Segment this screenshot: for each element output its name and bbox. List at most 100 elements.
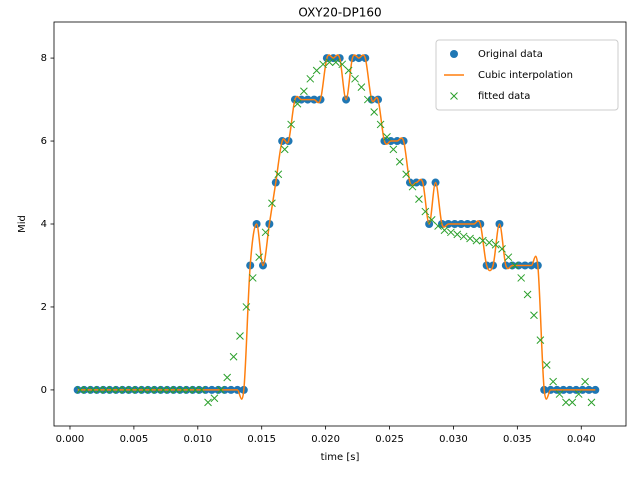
fitted-point — [491, 240, 500, 249]
y-tick-label: 2 — [41, 302, 47, 313]
fitted-point — [248, 274, 257, 282]
fitted-point — [114, 386, 123, 394]
legend-label: Cubic interpolation — [478, 70, 573, 81]
fitted-point — [216, 386, 225, 394]
y-tick-label: 8 — [41, 53, 47, 64]
fitted-point — [242, 303, 251, 311]
fitted-point — [121, 386, 129, 394]
fitted-point — [389, 145, 398, 154]
fitted-point — [280, 145, 289, 154]
fitted-point — [293, 99, 302, 108]
fitted-point — [178, 386, 187, 394]
fitted-point — [338, 60, 347, 69]
legend-marker — [450, 92, 458, 100]
x-tick-label: 0.030 — [439, 434, 468, 445]
fitted-point — [504, 253, 513, 262]
fitted-point — [427, 215, 436, 224]
fitted-point — [165, 386, 174, 394]
fitted-point — [453, 230, 462, 239]
fitted-point — [76, 386, 85, 394]
legend-box — [435, 39, 619, 111]
y-tick-label: 4 — [41, 219, 47, 230]
fitted-point — [255, 253, 264, 262]
fitted-point — [223, 373, 232, 382]
fitted-point — [536, 336, 545, 344]
x-axis-label: time [s] — [321, 452, 360, 463]
fitted-point — [549, 377, 557, 386]
plot-area — [73, 54, 600, 407]
fitted-point — [325, 58, 334, 67]
fitted-point — [172, 386, 180, 394]
fitted-point — [466, 234, 474, 243]
axes-frame — [53, 21, 627, 427]
fitted-point — [523, 290, 532, 299]
legend-marker — [450, 50, 458, 58]
x-tick-label: 0.040 — [567, 434, 596, 445]
fitted-point — [498, 245, 506, 253]
interpolation-line — [77, 54, 596, 400]
fitted-point — [517, 274, 526, 282]
fitted-point — [383, 133, 391, 141]
fitted-point — [306, 74, 315, 83]
x-tick-label: 0.010 — [183, 434, 212, 445]
fitted-point — [274, 170, 283, 179]
legend-label: fitted data — [478, 91, 530, 102]
fitted-point — [133, 386, 142, 394]
x-tick-label: 0.000 — [56, 434, 85, 445]
fitted-point — [331, 58, 340, 67]
fitted-point — [153, 386, 161, 394]
fitted-point — [568, 398, 577, 407]
fitted-point — [108, 386, 117, 394]
fitted-point — [472, 236, 481, 245]
x-tick-label: 0.005 — [120, 434, 149, 445]
fitted-point — [101, 386, 110, 394]
fitted-point — [478, 236, 487, 245]
x-tick-label: 0.015 — [247, 434, 276, 445]
fitted-point — [159, 386, 168, 394]
fitted-point — [510, 261, 519, 270]
y-tick-label: 0 — [41, 385, 47, 396]
fitted-point — [587, 398, 596, 407]
x-tick-label: 0.035 — [503, 434, 532, 445]
fitted-point — [376, 120, 385, 129]
fitted-point — [300, 87, 308, 96]
fitted-point — [402, 170, 411, 179]
fitted-point — [95, 386, 104, 394]
fitted-point — [344, 66, 353, 75]
y-axis-label: Mid — [17, 215, 28, 233]
fitted-point — [229, 352, 238, 361]
fitted-point — [357, 83, 366, 91]
fitted-point — [197, 386, 206, 394]
fitted-point — [261, 228, 270, 237]
fitted-point — [459, 232, 468, 241]
fitted-point — [447, 228, 455, 237]
x-tick-label: 0.020 — [311, 434, 340, 445]
fitted-point — [395, 157, 404, 166]
fitted-point — [82, 386, 91, 394]
fitted-point — [204, 398, 212, 407]
fitted-point — [542, 361, 551, 369]
fitted-point — [415, 195, 423, 203]
x-tick-label: 0.025 — [375, 434, 404, 445]
fitted-point — [351, 74, 359, 83]
fitted-point — [184, 386, 193, 394]
fitted-point — [562, 398, 570, 407]
fitted-point — [434, 222, 442, 230]
fitted-point — [191, 386, 200, 394]
fitted-point — [210, 394, 219, 403]
y-tick-label: 6 — [41, 136, 47, 147]
fitted-point — [574, 390, 583, 398]
fitted-point — [140, 386, 148, 394]
fitted-point — [555, 390, 564, 398]
fitted-point — [312, 66, 321, 75]
fitted-point — [440, 226, 449, 235]
fitted-point — [127, 386, 136, 394]
chart-title: OXY20-DP160 — [298, 6, 381, 20]
fitted-point — [370, 108, 379, 116]
fitted-point — [89, 386, 97, 394]
fitted-point — [485, 238, 494, 247]
fitted-point — [530, 311, 538, 320]
legend-label: Original data — [478, 49, 543, 60]
fitted-point — [287, 120, 295, 129]
